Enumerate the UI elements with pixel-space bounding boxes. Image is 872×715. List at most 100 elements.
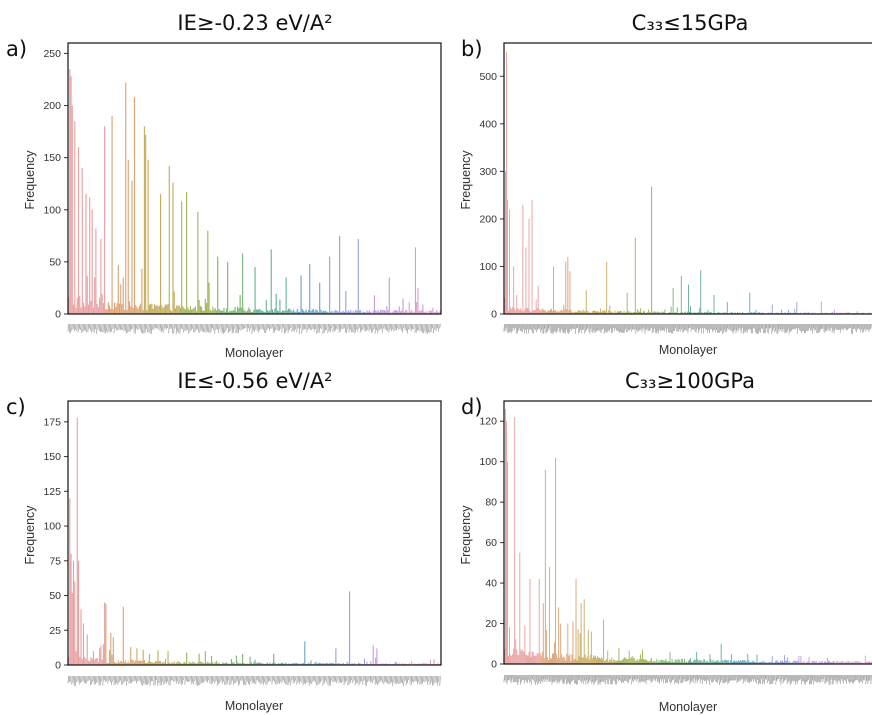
panel-a-ytick-label: 0	[55, 309, 61, 321]
panel-d-bar	[612, 661, 614, 664]
panel-d-xtick-label	[725, 674, 727, 683]
panel-c-xtick-label	[188, 675, 190, 682]
panel-b-xtick-label	[532, 323, 534, 333]
panel-c-xtick-label	[403, 675, 405, 687]
panel-c-xtick-label	[119, 675, 122, 681]
panel-d-xtick-label	[518, 674, 521, 680]
panel-c-xtick-label	[310, 675, 312, 684]
panel-b-xtick-label	[594, 323, 596, 333]
panel-c-xtick-label	[223, 675, 225, 682]
panel-d-bar	[535, 655, 537, 664]
panel-d-xtick-label	[555, 674, 557, 681]
panel-a-xtick-label	[132, 323, 134, 329]
panel-a-xtick-label	[252, 323, 255, 331]
panel-a-bar	[70, 76, 72, 314]
panel-c-xtick-label	[145, 675, 148, 685]
panel-b-bar	[706, 312, 708, 314]
panel-d-bar	[628, 650, 630, 664]
panel-b-xtick-label	[863, 323, 865, 332]
panel-a-bar	[305, 309, 307, 314]
panel-b-bar	[800, 312, 802, 314]
panel-a-xtick-label	[433, 323, 435, 334]
panel-a-xtick-label	[142, 323, 144, 334]
panel-d-xtick-label	[763, 674, 765, 683]
panel-c-bar	[388, 663, 390, 665]
panel-c-bar	[215, 660, 218, 665]
panel-a-xtick-label	[385, 323, 388, 331]
panel-d-bar	[521, 650, 523, 664]
panel-c-xtick-label	[183, 675, 185, 681]
panel-d-xtick-label	[614, 674, 617, 685]
panel-b-xtick-label	[686, 323, 688, 331]
panel-c-xtick-label	[430, 675, 432, 683]
panel-b-xtick-label	[535, 323, 537, 331]
panel-c-xtick-label	[231, 675, 234, 681]
panel-b-xtick-label	[550, 323, 552, 334]
panel-d-bar	[548, 566, 550, 664]
panel-a-bar	[264, 312, 266, 314]
panel-d-xtick-label	[713, 674, 715, 682]
panel-b-xtick-label	[648, 323, 650, 331]
panel-a-bar	[140, 303, 142, 314]
panel-b-xtick-label	[549, 323, 551, 331]
panel-b-bar	[630, 311, 632, 314]
panel-c-bar	[135, 660, 137, 665]
panel-d-bar	[563, 656, 565, 664]
panel-a-bar	[244, 310, 246, 314]
panel-b-bar	[784, 312, 786, 314]
panel-d-xtick-label	[548, 674, 550, 683]
panel-c-xtick-label	[423, 675, 425, 682]
panel-c-bar	[111, 654, 113, 665]
panel-b-bar	[517, 308, 519, 314]
panel-a-bar	[72, 304, 75, 314]
panel-b-xtick-label	[722, 323, 724, 334]
panel-a-bar	[329, 256, 331, 314]
panel-d-bar	[785, 660, 787, 664]
panel-c-xtick-label	[114, 675, 117, 685]
panel-a-xtick-label	[94, 323, 97, 330]
panel-b-xtick-label	[543, 323, 545, 334]
panel-d-bar	[648, 661, 650, 664]
panel-c-bar	[209, 662, 211, 665]
panel-b-xtick-label	[505, 323, 507, 329]
panel-d-bar	[610, 660, 612, 664]
panel-a-bar	[189, 306, 191, 314]
panel-a-bar	[215, 310, 218, 314]
panel-c-xtick-label	[256, 675, 258, 681]
panel-a-xtick-label	[321, 323, 323, 330]
panel-b-bar	[612, 312, 614, 314]
panel-b-xtick-label	[791, 323, 794, 330]
panel-c-xtick-label	[142, 675, 144, 687]
panel-a-xtick-label	[298, 323, 301, 334]
panel-c-bar	[304, 641, 306, 665]
panel-c-bar	[316, 663, 318, 665]
panel-c-bar	[86, 634, 88, 665]
panel-b-bar	[618, 311, 620, 314]
panel-d-bar	[693, 661, 695, 664]
panel-a-bar	[288, 308, 290, 314]
panel-d-bar	[623, 657, 625, 664]
panel-c-bar	[360, 663, 362, 665]
panel-d-xtick-label	[549, 674, 551, 682]
panel-d-bar	[770, 661, 772, 664]
panel-c-bar	[402, 663, 404, 665]
panel-a-bar	[80, 307, 82, 314]
panel-c-bar	[348, 591, 351, 665]
panel-d-xtick-label	[832, 674, 834, 685]
panel-d-bar	[561, 654, 563, 664]
panel-d-xtick-label	[671, 674, 673, 683]
panel-d-bar	[747, 653, 749, 664]
panel-c-bar	[123, 662, 126, 665]
panel-a-xtick-label	[324, 323, 327, 331]
panel-d-bar	[523, 652, 525, 664]
panel-d-xtick-label	[735, 674, 737, 680]
panel-d-bar	[841, 661, 843, 664]
panel-d-xtick-label	[510, 674, 512, 684]
panel-c-xtick-label	[306, 675, 308, 683]
panel-b-bar	[734, 312, 735, 314]
panel-b-xtick-label	[719, 323, 721, 333]
panel-a-xtick-label	[426, 323, 429, 334]
panel-d-bar	[719, 661, 721, 664]
panel-c-bar	[428, 663, 430, 665]
panel-b-bar	[681, 312, 683, 314]
